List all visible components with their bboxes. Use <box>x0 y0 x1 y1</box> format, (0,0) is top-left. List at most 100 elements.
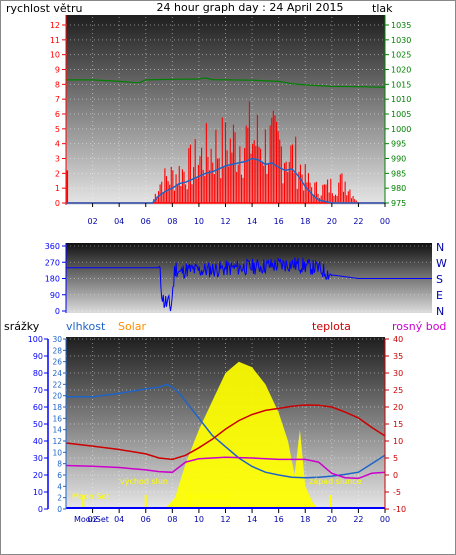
rain-tick-label: 70 <box>33 386 43 395</box>
solar-series <box>82 361 332 509</box>
temperature-tick-label: 25 <box>393 386 403 395</box>
right-tick-label: 1015 <box>391 80 411 89</box>
rain-label: srážky <box>4 320 40 333</box>
rain-tick-label: 0 <box>38 505 43 514</box>
solar-area <box>145 361 319 509</box>
temperature-tick-label: 0 <box>393 471 398 480</box>
x-tick-label: 12 <box>220 515 230 524</box>
compass-label: E <box>436 289 443 302</box>
graph-title: 24 hour graph day : 24 April 2015 <box>157 1 344 14</box>
compass-label: S <box>436 273 443 286</box>
right-tick-label: 1020 <box>391 66 411 75</box>
humidity-tick-label: 20 <box>52 392 62 401</box>
humidity-tick-label: 16 <box>52 414 62 423</box>
x-tick-label: 06 <box>141 515 151 524</box>
climate-panel-axes: 0102030405060708090100024681012141618202… <box>28 335 406 524</box>
x-tick-label: 04 <box>114 217 124 226</box>
temperature-tick-label: 40 <box>393 335 403 344</box>
x-tick-label: 14 <box>247 217 257 226</box>
humidity-label: vlhkost <box>66 320 106 333</box>
moon-rise-annotation: Moon Rise <box>187 492 228 501</box>
left-tick-label: 8 <box>55 80 60 89</box>
x-tick-label: 16 <box>274 217 284 226</box>
rain-tick-label: 100 <box>28 335 43 344</box>
x-tick-label: 10 <box>194 515 204 524</box>
x-tick-label: 18 <box>300 515 310 524</box>
x-tick-label: 12 <box>220 217 230 226</box>
left-tick-label: 360 <box>45 242 60 251</box>
temperature-tick-label: 35 <box>393 352 403 361</box>
sunset-annotation: západ slunce <box>309 477 362 486</box>
pressure-label: tlak <box>372 2 393 15</box>
x-tick-label: 22 <box>353 217 363 226</box>
temperature-tick-label: 10 <box>393 437 403 446</box>
x-tick-label: 08 <box>167 515 177 524</box>
right-tick-label: 1035 <box>391 21 411 30</box>
pressure-line <box>66 77 386 88</box>
x-tick-label: 20 <box>327 515 337 524</box>
humidity-tick-label: 24 <box>52 369 62 378</box>
left-tick-label: 4 <box>55 140 60 149</box>
humidity-line <box>66 383 386 479</box>
right-tick-label: 975 <box>391 199 406 208</box>
humidity-tick-label: 10 <box>52 448 62 457</box>
left-tick-label: 5 <box>55 125 60 134</box>
right-tick-label: 980 <box>391 184 406 193</box>
x-tick-label: 00 <box>380 217 390 226</box>
x-tick-label: 22 <box>353 515 363 524</box>
left-tick-label: 0 <box>55 307 60 316</box>
temperature-tick-label: 5 <box>393 454 398 463</box>
right-tick-label: 990 <box>391 155 406 164</box>
humidity-tick-label: 28 <box>52 346 62 355</box>
rain-tick-label: 10 <box>33 488 43 497</box>
humidity-tick-label: 6 <box>57 471 62 480</box>
wind-average-line <box>66 157 385 204</box>
pressure-series <box>66 77 386 88</box>
humidity-tick-label: 14 <box>52 426 62 435</box>
x-tick-label: 14 <box>247 515 257 524</box>
x-tick-label: 18 <box>300 217 310 226</box>
left-tick-label: 10 <box>50 51 60 60</box>
left-tick-label: 90 <box>50 291 60 300</box>
moon-set-annotation: Moon Set <box>72 492 109 501</box>
rain-tick-label: 30 <box>33 454 43 463</box>
temperature-label: teplota <box>312 320 351 333</box>
left-tick-label: 2 <box>55 169 60 178</box>
wind-speed-label: rychlost větru <box>6 2 82 15</box>
left-tick-label: 7 <box>55 95 60 104</box>
humidity-tick-label: 0 <box>57 505 62 514</box>
left-tick-label: 6 <box>55 110 60 119</box>
x-tick-label: 02 <box>87 515 97 524</box>
dewpoint-line <box>65 456 386 480</box>
humidity-tick-label: 4 <box>57 482 62 491</box>
wind-panel-axes: 0123456789101112975980985990995100010051… <box>50 15 411 226</box>
left-tick-label: 11 <box>50 36 60 45</box>
x-tick-label: 02 <box>87 217 97 226</box>
x-tick-label: 04 <box>114 515 124 524</box>
left-tick-label: 1 <box>55 184 60 193</box>
dewpoint-label: rosný bod <box>392 320 446 333</box>
humidity-tick-label: 8 <box>57 460 62 469</box>
x-tick-label: 20 <box>327 217 337 226</box>
right-tick-label: 1025 <box>391 51 411 60</box>
compass-label: W <box>436 257 447 270</box>
temperature-line <box>65 404 386 461</box>
humidity-tick-label: 18 <box>52 403 62 412</box>
solar-label: Solar <box>118 320 147 333</box>
rain-tick-label: 40 <box>33 437 43 446</box>
direction-series <box>66 257 432 312</box>
humidity-tick-label: 2 <box>57 494 62 503</box>
right-tick-label: 995 <box>391 140 406 149</box>
direction-line <box>66 257 385 312</box>
x-tick-label: 08 <box>167 217 177 226</box>
humidity-tick-label: 30 <box>52 335 62 344</box>
right-tick-label: 1030 <box>391 36 411 45</box>
sunrise-annotation: východ slun <box>120 477 168 486</box>
left-tick-label: 3 <box>55 155 60 164</box>
compass-label: N <box>436 241 444 254</box>
rain-tick-label: 90 <box>33 352 43 361</box>
rain-tick-label: 80 <box>33 369 43 378</box>
right-tick-label: 1000 <box>391 125 411 134</box>
left-tick-label: 180 <box>45 275 60 284</box>
